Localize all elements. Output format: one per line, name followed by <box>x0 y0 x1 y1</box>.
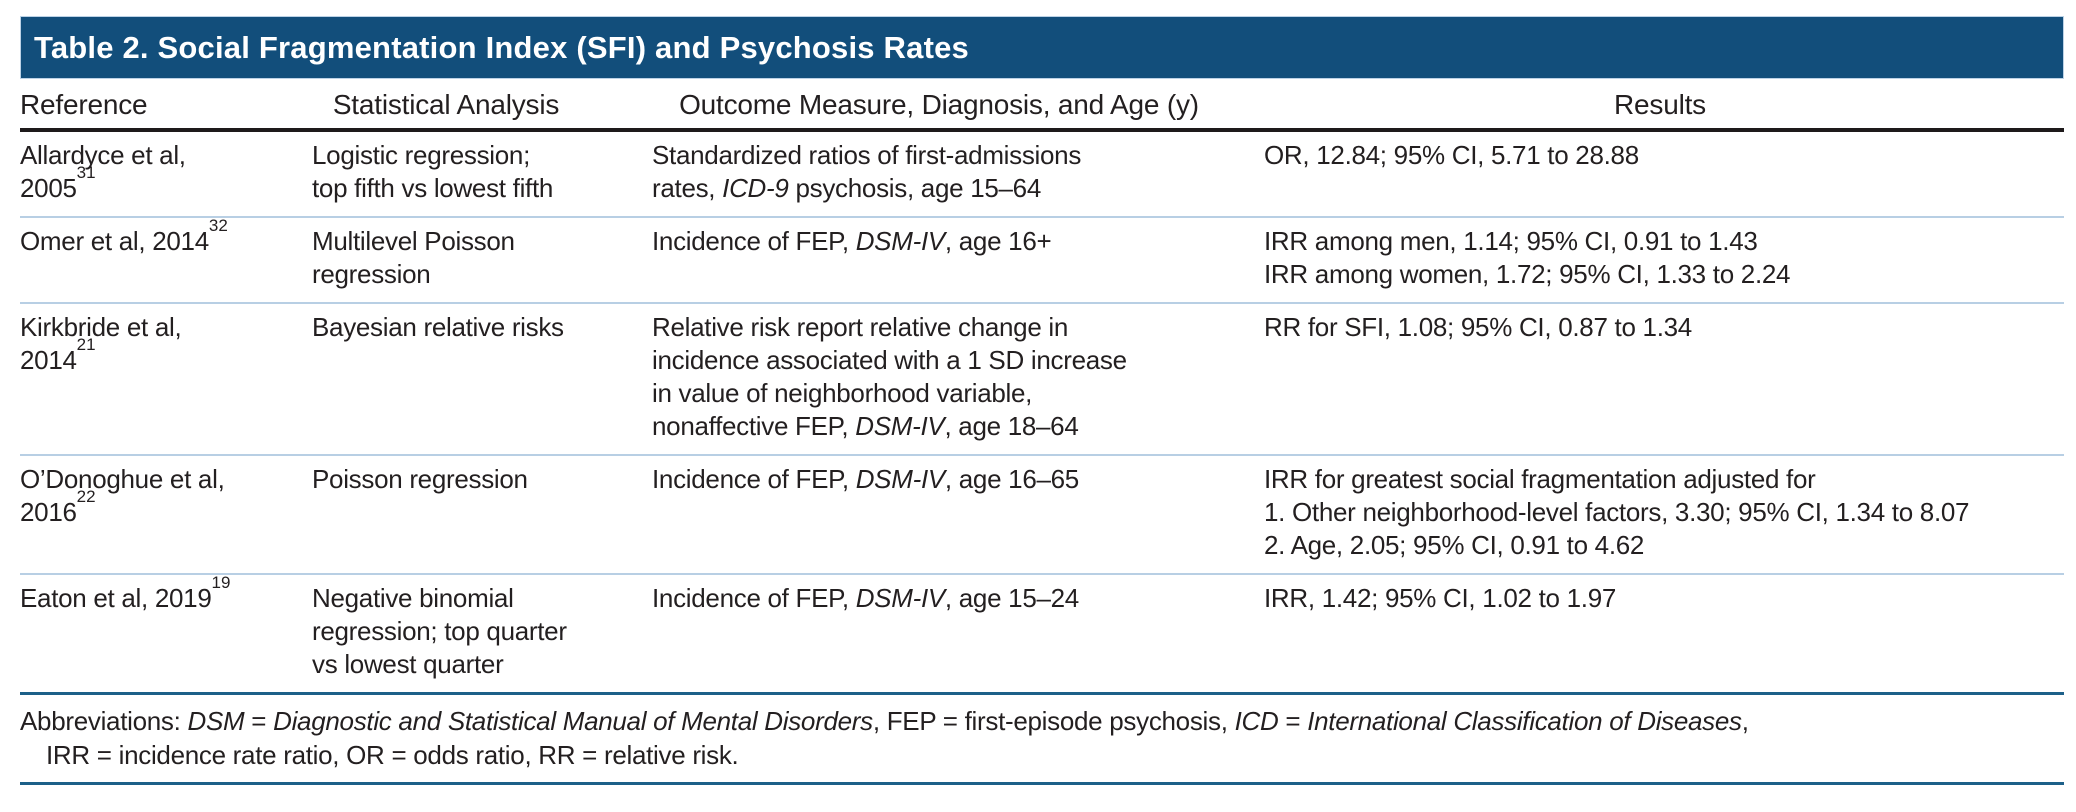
results-text: IRR among men, 1.14; 95% CI, 0.91 to 1.4… <box>1264 226 1791 289</box>
outcome-text: , age 18–64 <box>944 411 1079 441</box>
cell-outcome-measure: Standardized ratios of first-admissions … <box>622 139 1256 205</box>
table-title: Table 2. Social Fragmentation Index (SFI… <box>34 29 969 65</box>
cell-statistical-analysis: Multilevel Poisson regression <box>270 225 622 291</box>
cell-results: IRR among men, 1.14; 95% CI, 0.91 to 1.4… <box>1256 225 2064 291</box>
footnote-abbrev-italic: DSM <box>187 706 245 736</box>
citation-superscript: 19 <box>211 573 231 593</box>
cell-reference: Kirkbride et al, 201421 <box>20 311 270 443</box>
outcome-diagnosis-italic: DSM-IV <box>855 583 946 613</box>
cell-results: OR, 12.84; 95% CI, 5.71 to 28.88 <box>1256 139 2064 205</box>
reference-text: Kirkbride et al, 2014 <box>20 312 182 375</box>
column-header-reference: Reference <box>20 89 148 120</box>
outcome-diagnosis-italic: DSM-IV <box>855 464 946 494</box>
outcome-text: , age 15–24 <box>944 583 1079 613</box>
outcome-text: Standardized ratios of first-admissions … <box>652 140 1082 203</box>
results-text: IRR, 1.42; 95% CI, 1.02 to 1.97 <box>1264 583 1617 613</box>
reference-text: Omer et al, 2014 <box>20 226 209 256</box>
column-header-statistical-analysis: Statistical Analysis <box>332 89 560 120</box>
cell-outcome-measure: Relative risk report relative change in … <box>622 311 1256 443</box>
cell-results: IRR for greatest social fragmentation ad… <box>1256 463 2064 562</box>
analysis-text: Logistic regression; top fifth vs lowest… <box>312 140 554 203</box>
table-body: Allardyce et al, 200531 Logistic regress… <box>20 132 2064 695</box>
footnote-abbrev-italic: ICD <box>1234 706 1279 736</box>
reference-text: O’Donoghue et al, 2016 <box>20 464 225 527</box>
footnote-abbreviations-line: Abbreviations: DSM = Diagnostic and Stat… <box>20 704 2064 738</box>
cell-outcome-measure: Incidence of FEP, DSM-IV, age 16+ <box>622 225 1256 291</box>
table-footnote: Abbreviations: DSM = Diagnostic and Stat… <box>20 695 2064 785</box>
table-row: Omer et al, 201432 Multilevel Poisson re… <box>20 217 2064 304</box>
cell-statistical-analysis: Poisson regression <box>270 463 622 562</box>
results-text: OR, 12.84; 95% CI, 5.71 to 28.88 <box>1264 140 1639 170</box>
results-text: RR for SFI, 1.08; 95% CI, 0.87 to 1.34 <box>1264 312 1692 342</box>
cell-reference: O’Donoghue et al, 201622 <box>20 463 270 562</box>
cell-outcome-measure: Incidence of FEP, DSM-IV, age 15–24 <box>622 582 1256 681</box>
table-row: Allardyce et al, 200531 Logistic regress… <box>20 132 2064 218</box>
cell-statistical-analysis: Negative binomial regression; top quarte… <box>270 582 622 681</box>
citation-superscript: 21 <box>76 335 96 355</box>
table-container: Table 2. Social Fragmentation Index (SFI… <box>20 16 2064 785</box>
footnote-text: = <box>1278 706 1308 736</box>
outcome-text: Incidence of FEP, <box>652 226 856 256</box>
citation-superscript: 31 <box>76 163 96 183</box>
analysis-text: Negative binomial regression; top quarte… <box>312 583 567 679</box>
table-row: Kirkbride et al, 201421 Bayesian relativ… <box>20 304 2064 456</box>
analysis-text: Multilevel Poisson regression <box>312 226 515 289</box>
footnote-text: IRR = incidence rate ratio, OR = odds ra… <box>46 740 739 770</box>
footnote-abbrev-italic: Diagnostic and Statistical Manual of Men… <box>273 706 873 736</box>
outcome-text: Relative risk report relative change in … <box>652 312 1127 441</box>
outcome-text: , age 16+ <box>944 226 1052 256</box>
cell-results: RR for SFI, 1.08; 95% CI, 0.87 to 1.34 <box>1256 311 2064 443</box>
cell-statistical-analysis: Logistic regression; top fifth vs lowest… <box>270 139 622 205</box>
footnote-text: = <box>244 706 274 736</box>
table-header-row: Reference Statistical Analysis Outcome M… <box>20 79 2064 132</box>
column-header-outcome-measure: Outcome Measure, Diagnosis, and Age (y) <box>679 89 1199 120</box>
analysis-text: Poisson regression <box>312 464 528 494</box>
outcome-text: , age 16–65 <box>944 464 1079 494</box>
cell-outcome-measure: Incidence of FEP, DSM-IV, age 16–65 <box>622 463 1256 562</box>
footnote-abbrev-italic: International Classification of Diseases <box>1307 706 1742 736</box>
cell-reference: Eaton et al, 201919 <box>20 574 270 681</box>
analysis-text: Bayesian relative risks <box>312 312 564 342</box>
outcome-text: Incidence of FEP, <box>652 583 856 613</box>
table-title-bar: Table 2. Social Fragmentation Index (SFI… <box>20 16 2064 79</box>
outcome-diagnosis-italic: DSM-IV <box>855 226 946 256</box>
reference-text: Eaton et al, 2019 <box>20 583 212 613</box>
cell-results: IRR, 1.42; 95% CI, 1.02 to 1.97 <box>1256 582 2064 681</box>
cell-reference: Omer et al, 201432 <box>20 217 270 291</box>
column-header-results: Results <box>1614 89 1706 120</box>
outcome-diagnosis-italic: ICD-9 <box>722 173 789 203</box>
results-text: IRR for greatest social fragmentation ad… <box>1264 464 1970 560</box>
cell-statistical-analysis: Bayesian relative risks <box>270 311 622 443</box>
outcome-text: Incidence of FEP, <box>652 464 856 494</box>
table-row: O’Donoghue et al, 201622 Poisson regress… <box>20 456 2064 575</box>
outcome-text: psychosis, age 15–64 <box>788 173 1041 203</box>
cell-reference: Allardyce et al, 200531 <box>20 139 270 205</box>
reference-text: Allardyce et al, 2005 <box>20 140 186 203</box>
footnote-text: , FEP = first-episode psychosis, <box>872 706 1235 736</box>
citation-superscript: 22 <box>76 487 96 507</box>
outcome-diagnosis-italic: DSM-IV <box>855 411 945 441</box>
footnote-text: Abbreviations: <box>20 706 188 736</box>
footnote-abbreviations-line: IRR = incidence rate ratio, OR = odds ra… <box>20 738 2064 772</box>
citation-superscript: 32 <box>208 216 228 236</box>
table-row: Eaton et al, 201919 Negative binomial re… <box>20 574 2064 695</box>
footnote-text: , <box>1741 706 1749 736</box>
